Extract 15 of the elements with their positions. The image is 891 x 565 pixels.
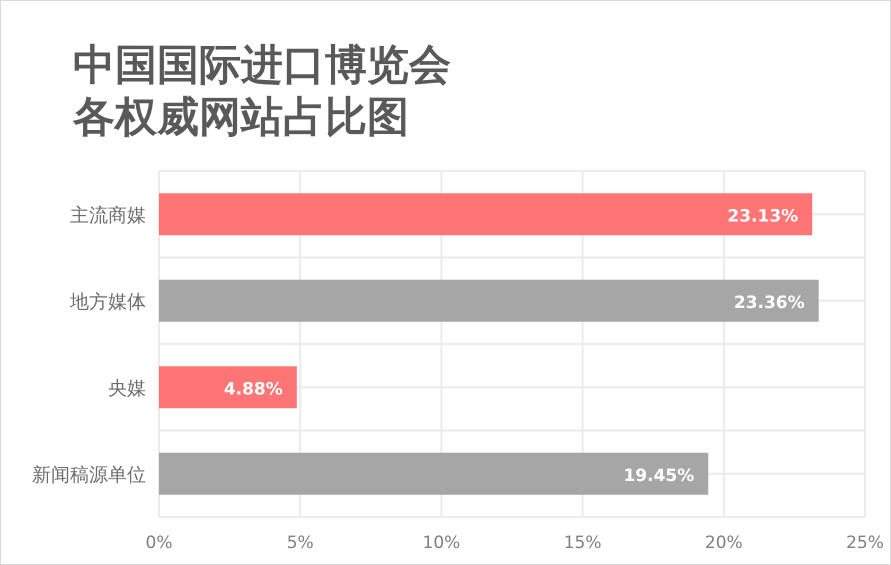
x-tick-label: 10%	[422, 533, 460, 553]
data-label: 4.88%	[224, 379, 283, 400]
chart-title: 中国国际进口博览会各权威网站占比图	[73, 39, 452, 143]
y-tick-label: 央媒	[108, 377, 146, 400]
x-tick-label: 0%	[146, 533, 172, 553]
data-label: 23.13%	[727, 206, 798, 226]
y-tick-label: 主流商媒	[70, 204, 146, 226]
y-tick-label: 地方媒体	[69, 290, 146, 313]
y-tick-label: 新闻稿源单位	[32, 464, 146, 486]
x-tick-label: 25%	[846, 533, 884, 553]
x-tick-label: 20%	[704, 533, 743, 553]
data-label: 23.36%	[734, 292, 805, 313]
x-tick-label: 5%	[286, 533, 314, 553]
x-tick-label: 15%	[564, 533, 602, 553]
data-label: 19.45%	[623, 466, 694, 486]
